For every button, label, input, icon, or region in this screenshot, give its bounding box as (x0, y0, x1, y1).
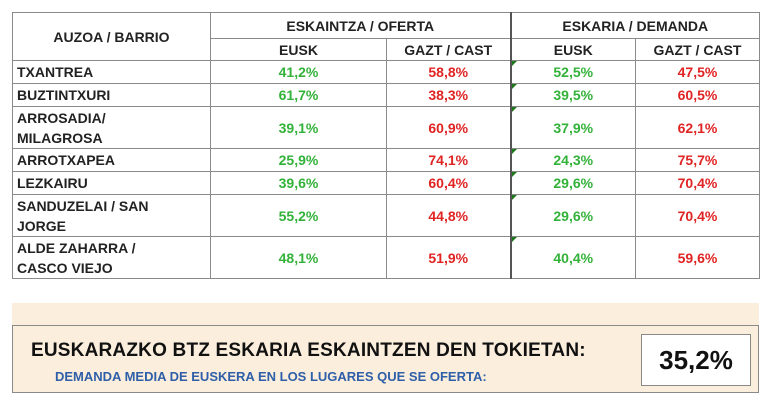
header-demanda-eusk: EUSK (509, 38, 636, 61)
table-row: BUZTINTXURI 61,7% 38,3% 39,5% 60,5% (12, 83, 760, 107)
header-demanda: ESKARIA / DEMANDA (509, 12, 760, 39)
oferta-eusk-value: 61,7% (210, 83, 387, 107)
oferta-eusk-value: 41,2% (210, 60, 387, 84)
barrio-name: ARROSADIA/MILAGROSA (12, 106, 211, 149)
demanda-eusk-value: 37,9% (509, 106, 636, 149)
table-row: ALDE ZAHARRA / CASCO VIEJO 48,1% 51,9% 40… (12, 236, 760, 279)
oferta-cast-value: 38,3% (386, 83, 511, 107)
barrio-name: TXANTREA (12, 60, 211, 84)
header-barrio: AUZOA / BARRIO (12, 12, 211, 61)
header-demanda-cast: GAZT / CAST (635, 38, 760, 61)
oferta-cast-value: 60,4% (386, 171, 511, 195)
separator-band (12, 303, 759, 325)
oferta-eusk-value: 39,6% (210, 171, 387, 195)
demanda-eusk-value: 39,5% (509, 83, 636, 107)
summary-value: 35,2% (641, 334, 751, 386)
header-oferta: ESKAINTZA / OFERTA (210, 12, 511, 39)
table-row: ARROSADIA/MILAGROSA 39,1% 60,9% 37,9% 62… (12, 106, 760, 149)
oferta-cast-value: 74,1% (386, 148, 511, 172)
table-row: SANDUZELAI / SAN JORGE 55,2% 44,8% 29,6% … (12, 194, 760, 237)
header-oferta-cast: GAZT / CAST (386, 38, 511, 61)
oferta-cast-value: 51,9% (386, 236, 511, 279)
summary-title-eu: EUSKARAZKO BTZ ESKARIA ESKAINTZEN DEN TO… (31, 340, 586, 361)
summary-box: EUSKARAZKO BTZ ESKARIA ESKAINTZEN DEN TO… (12, 325, 759, 393)
oferta-eusk-value: 48,1% (210, 236, 387, 279)
demanda-cast-value: 75,7% (635, 148, 760, 172)
demanda-eusk-value: 29,6% (509, 194, 636, 237)
demanda-eusk-value: 24,3% (509, 148, 636, 172)
oferta-eusk-value: 55,2% (210, 194, 387, 237)
oferta-cast-value: 58,8% (386, 60, 511, 84)
demanda-eusk-value: 29,6% (509, 171, 636, 195)
demanda-eusk-value: 52,5% (509, 60, 636, 84)
demanda-cast-value: 70,4% (635, 194, 760, 237)
demanda-cast-value: 70,4% (635, 171, 760, 195)
summary-title-es: DEMANDA MEDIA DE EUSKERA EN LOS LUGARES … (55, 369, 487, 384)
demanda-cast-value: 59,6% (635, 236, 760, 279)
demanda-eusk-value: 40,4% (509, 236, 636, 279)
table-row: TXANTREA 41,2% 58,8% 52,5% 47,5% (12, 60, 760, 84)
barrio-name: BUZTINTXURI (12, 83, 211, 107)
barrio-name: ALDE ZAHARRA / CASCO VIEJO (12, 236, 211, 279)
barrio-name: ARROTXAPEA (12, 148, 211, 172)
oferta-eusk-value: 39,1% (210, 106, 387, 149)
table-row: ARROTXAPEA 25,9% 74,1% 24,3% 75,7% (12, 148, 760, 172)
demanda-cast-value: 47,5% (635, 60, 760, 84)
demanda-cast-value: 62,1% (635, 106, 760, 149)
oferta-cast-value: 60,9% (386, 106, 511, 149)
header-oferta-eusk: EUSK (210, 38, 387, 61)
table-row: LEZKAIRU 39,6% 60,4% 29,6% 70,4% (12, 171, 760, 195)
oferta-cast-value: 44,8% (386, 194, 511, 237)
demanda-cast-value: 60,5% (635, 83, 760, 107)
data-table: AUZOA / BARRIO ESKAINTZA / OFERTA ESKARI… (12, 12, 760, 279)
oferta-eusk-value: 25,9% (210, 148, 387, 172)
barrio-name: SANDUZELAI / SAN JORGE (12, 194, 211, 237)
barrio-name: LEZKAIRU (12, 171, 211, 195)
